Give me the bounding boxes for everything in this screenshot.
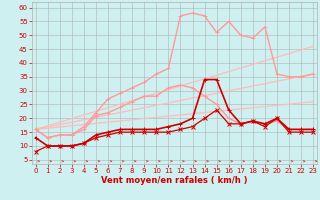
X-axis label: Vent moyen/en rafales ( km/h ): Vent moyen/en rafales ( km/h ) bbox=[101, 176, 248, 185]
